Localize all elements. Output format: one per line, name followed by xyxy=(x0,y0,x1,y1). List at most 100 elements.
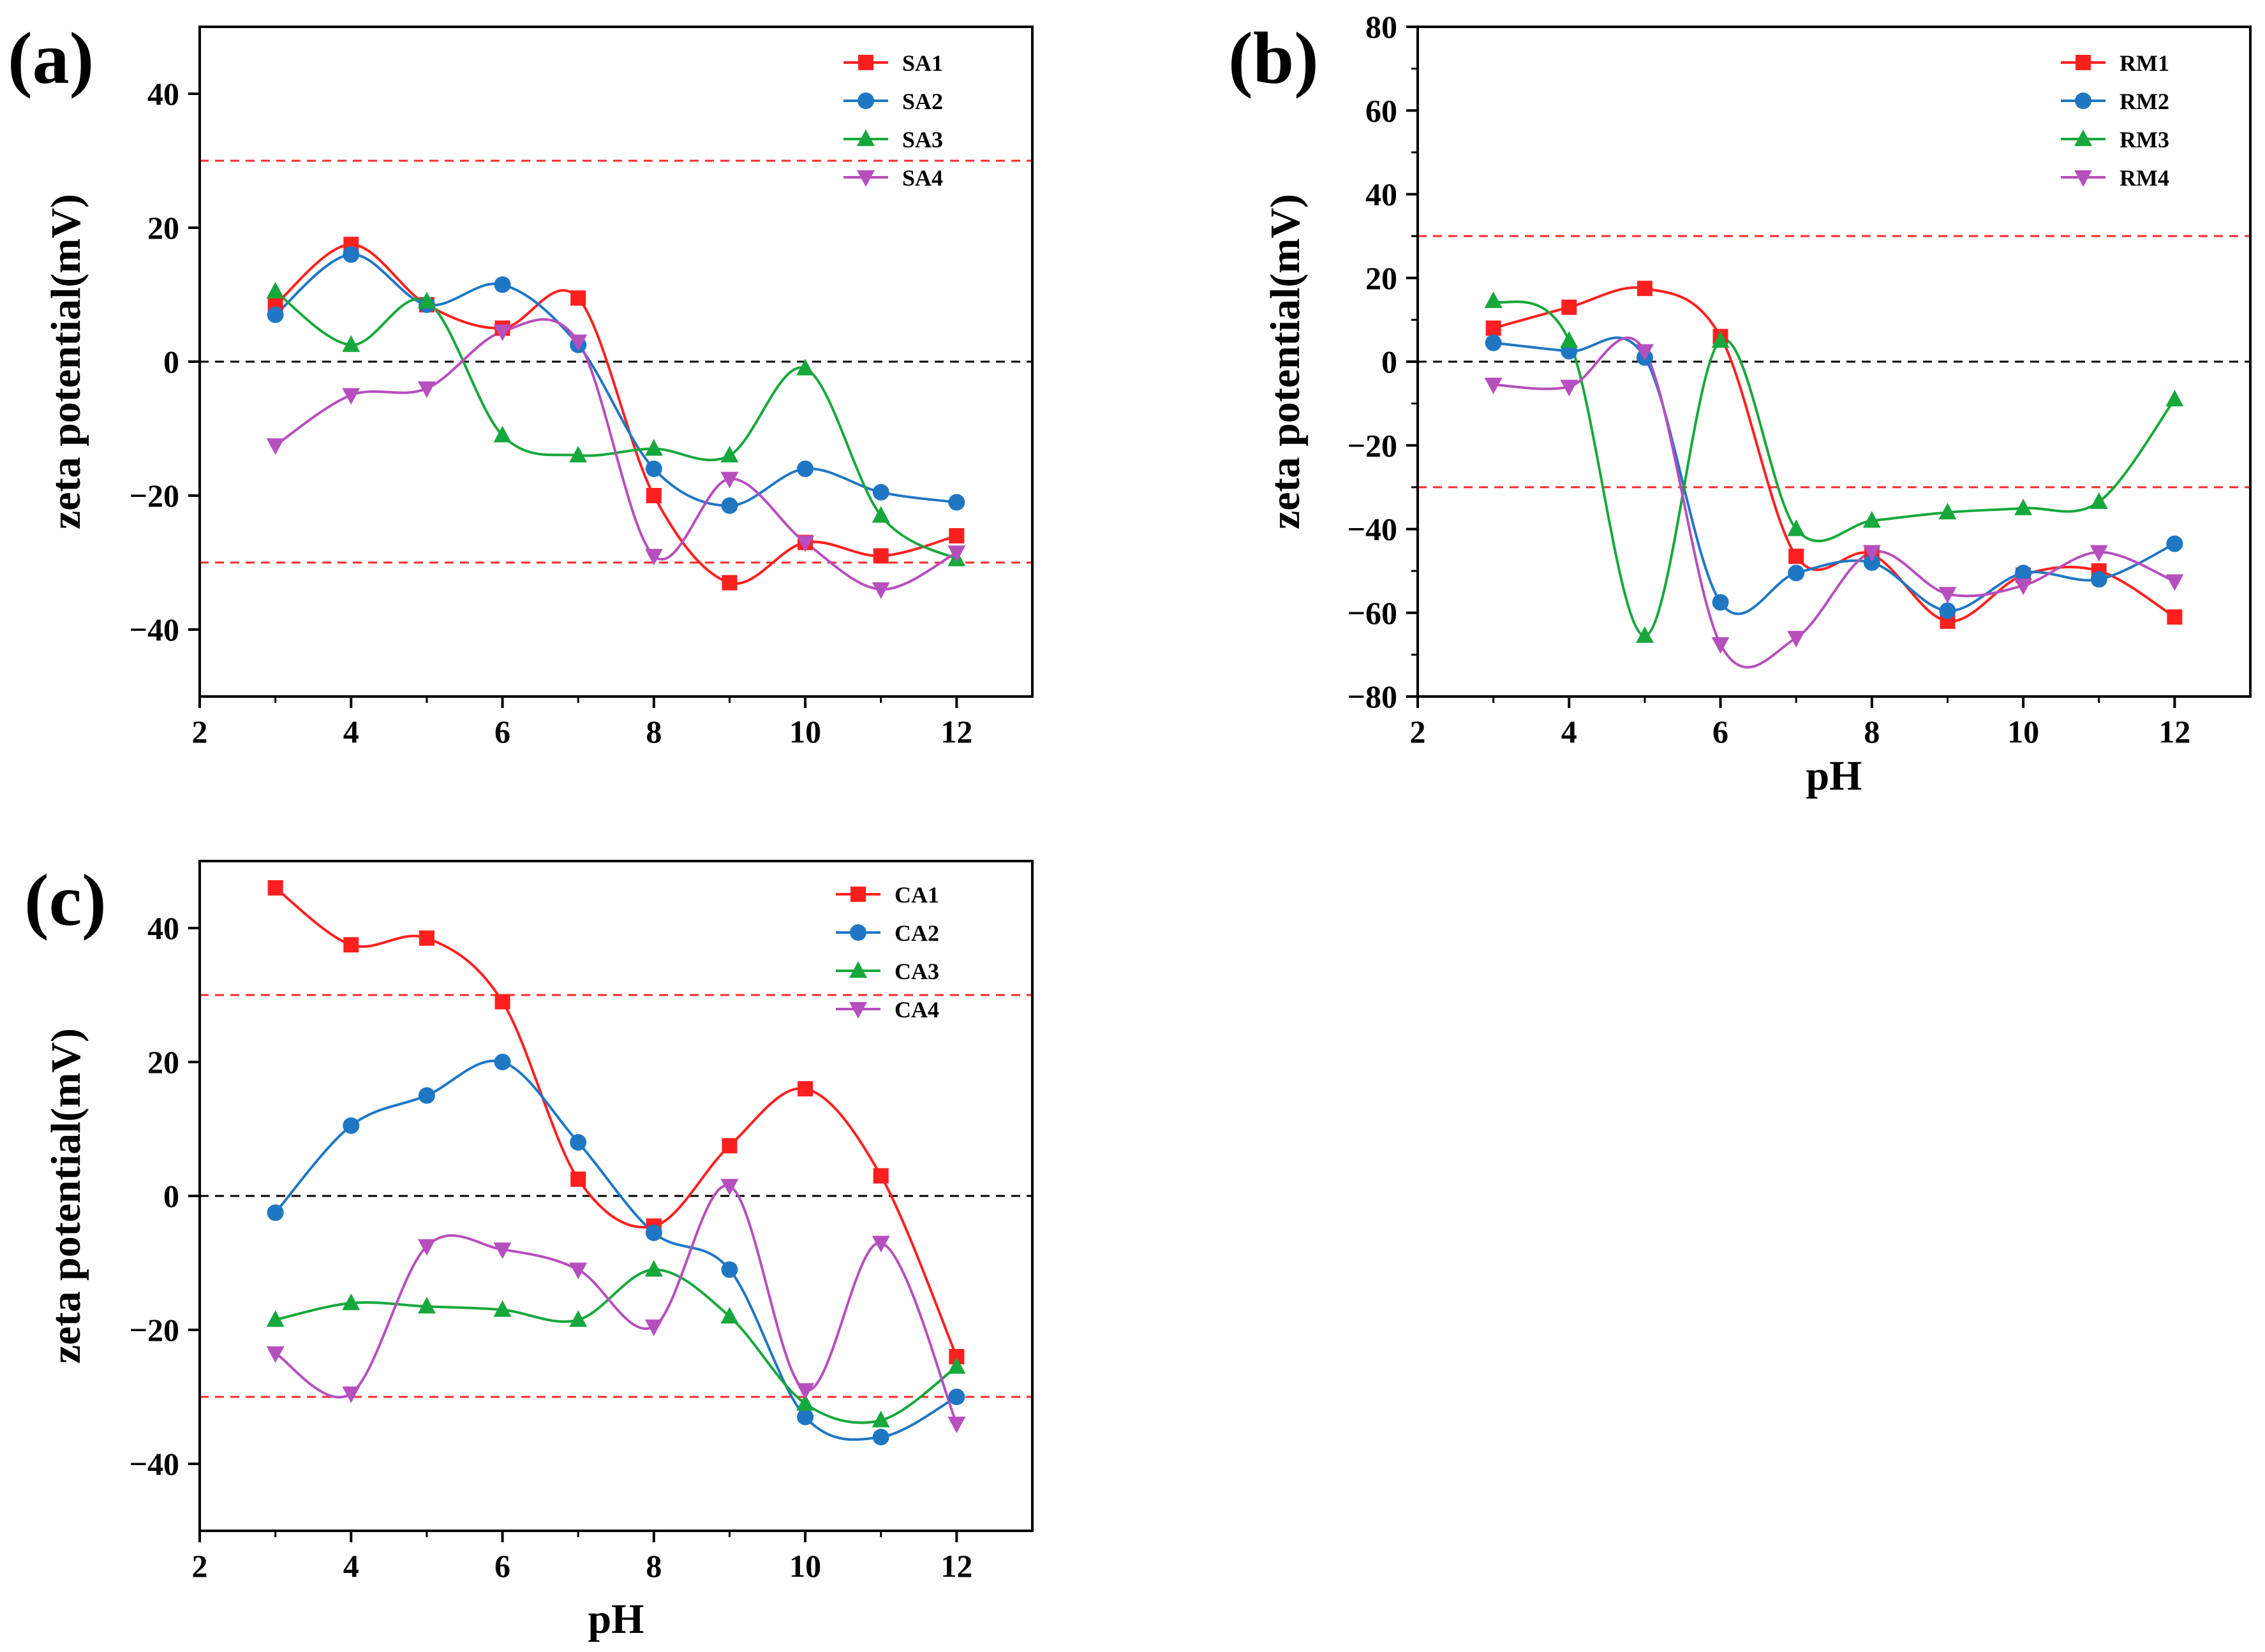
data-point-rm4-10 xyxy=(2014,579,2033,596)
data-point-ca4-5 xyxy=(417,1239,436,1256)
data-point-rm3-5 xyxy=(1635,626,1654,643)
legend: RM1 RM2 RM3 RM4 xyxy=(2061,50,2169,191)
legend: SA1 SA2 SA3 SA4 xyxy=(843,50,943,191)
panel-label: (a) xyxy=(8,18,94,100)
data-point-rm1-3 xyxy=(1485,320,1501,336)
data-point-ca3-5 xyxy=(417,1297,436,1314)
panel-label: (c) xyxy=(24,860,107,941)
data-point-ca4-8 xyxy=(644,1319,663,1336)
series-line-rm3 xyxy=(1492,299,2176,637)
data-point-sa1-7 xyxy=(570,290,586,306)
legend-label-ca4: CA4 xyxy=(895,997,939,1022)
y-tick-label: 20 xyxy=(1365,260,1397,296)
data-point-sa3-3 xyxy=(266,281,285,299)
y-tick-label: −40 xyxy=(130,612,180,647)
x-axis-title: pH xyxy=(1806,753,1862,799)
data-point-ca1-4 xyxy=(343,937,359,953)
data-point-ca2-3 xyxy=(267,1204,284,1221)
data-point-ca3-10 xyxy=(796,1394,815,1411)
data-point-sa4-12 xyxy=(947,545,966,563)
legend-label-ca1: CA1 xyxy=(895,882,939,908)
data-point-sa3-9 xyxy=(720,446,739,462)
y-axis-title: zeta potential(mV) xyxy=(1262,194,1309,529)
data-point-ca2-5 xyxy=(418,1087,435,1104)
legend-label-rm2: RM2 xyxy=(2120,89,2169,114)
data-point-ca4-4 xyxy=(342,1386,360,1403)
legend-marker-rm2 xyxy=(2075,92,2091,109)
data-point-rm1-4 xyxy=(1561,299,1577,315)
x-tick-label: 4 xyxy=(343,1548,359,1584)
data-point-sa3-6 xyxy=(493,425,512,443)
series-line-ca2 xyxy=(274,1059,958,1441)
data-point-sa4-3 xyxy=(266,438,285,455)
panel-label: (b) xyxy=(1228,18,1319,100)
y-tick-label: 40 xyxy=(147,76,179,112)
x-tick-label: 8 xyxy=(646,714,662,749)
data-point-rm3-8 xyxy=(1862,511,1881,528)
panel-c: (c) 2 4 6 8 10 12 −40 −20 0 20 40 zeta potential(mV)… xyxy=(24,860,1034,1642)
data-point-sa2-3 xyxy=(267,306,284,323)
legend-label-rm1: RM1 xyxy=(2120,50,2169,76)
data-point-ca3-4 xyxy=(342,1294,360,1310)
data-point-ca4-10 xyxy=(796,1383,815,1400)
x-tick-label: 2 xyxy=(1410,714,1426,749)
legend-label-rm3: RM3 xyxy=(2120,127,2169,152)
x-tick-label: 4 xyxy=(343,714,359,749)
y-tick-label: 80 xyxy=(1365,9,1397,45)
legend-label-ca2: CA2 xyxy=(895,920,939,946)
y-tick-label: −20 xyxy=(1348,427,1398,463)
legend-marker-ca1 xyxy=(850,887,866,902)
legend-label-ca3: CA3 xyxy=(895,959,939,984)
data-point-ca2-8 xyxy=(645,1224,662,1241)
y-tick-label: 20 xyxy=(147,1044,179,1080)
series-line-sa4 xyxy=(274,318,958,591)
legend-label-sa1: SA1 xyxy=(902,50,943,76)
x-tick-label: 6 xyxy=(494,714,510,749)
data-point-ca4-11 xyxy=(872,1235,890,1253)
x-tick-label: 6 xyxy=(494,1548,510,1584)
data-point-rm3-7 xyxy=(1787,519,1806,536)
y-tick-label: −60 xyxy=(1348,595,1398,631)
x-tick-label: 8 xyxy=(646,1548,662,1584)
y-tick-label: −40 xyxy=(1348,512,1398,547)
data-point-sa3-5 xyxy=(417,291,436,309)
data-point-rm2-7 xyxy=(1788,564,1805,582)
x-tick-label: 12 xyxy=(940,1548,972,1584)
y-tick-label: 0 xyxy=(1381,344,1397,380)
data-point-sa4-6 xyxy=(493,324,512,341)
series-line-sa2 xyxy=(274,253,957,507)
data-point-ca4-3 xyxy=(266,1346,285,1363)
data-point-ca1-7 xyxy=(570,1171,586,1187)
data-point-rm2-10 xyxy=(2015,564,2032,582)
data-point-ca2-4 xyxy=(343,1117,360,1134)
data-point-ca3-3 xyxy=(266,1310,285,1327)
x-tick-label: 6 xyxy=(1712,714,1728,749)
data-point-rm4-8 xyxy=(1862,545,1881,562)
data-point-rm1-5 xyxy=(1637,281,1652,297)
legend-marker-sa1 xyxy=(858,55,873,70)
x-tick-label: 10 xyxy=(789,714,821,749)
x-tick-label: 10 xyxy=(789,1548,821,1584)
data-point-rm4-12 xyxy=(2165,574,2184,591)
data-point-rm2-6 xyxy=(1712,594,1729,611)
data-point-rm4-11 xyxy=(2090,545,2108,562)
y-tick-label: 40 xyxy=(1365,177,1397,212)
series-line-sa1 xyxy=(274,243,957,585)
data-point-rm2-3 xyxy=(1485,334,1502,351)
legend-marker-sa3 xyxy=(857,129,875,146)
data-point-ca1-9 xyxy=(722,1138,738,1154)
y-tick-label: −20 xyxy=(130,478,180,513)
data-point-rm3-4 xyxy=(1560,331,1578,348)
data-point-sa4-11 xyxy=(872,582,890,599)
data-point-sa2-6 xyxy=(494,276,511,293)
series-line-ca1 xyxy=(274,887,958,1357)
data-point-ca1-10 xyxy=(798,1081,813,1096)
data-point-ca1-5 xyxy=(419,930,434,946)
data-point-ca1-11 xyxy=(873,1168,889,1184)
y-tick-label: 0 xyxy=(163,344,179,380)
x-tick-label: 8 xyxy=(1864,714,1880,749)
panel-b: (b) 2 4 6 8 10 12 −80 −60 −40 −20 0 20 40 60 80 zeta pot… xyxy=(1228,9,2252,799)
data-point-rm4-9 xyxy=(1938,587,1957,604)
data-point-ca4-12 xyxy=(947,1417,966,1433)
